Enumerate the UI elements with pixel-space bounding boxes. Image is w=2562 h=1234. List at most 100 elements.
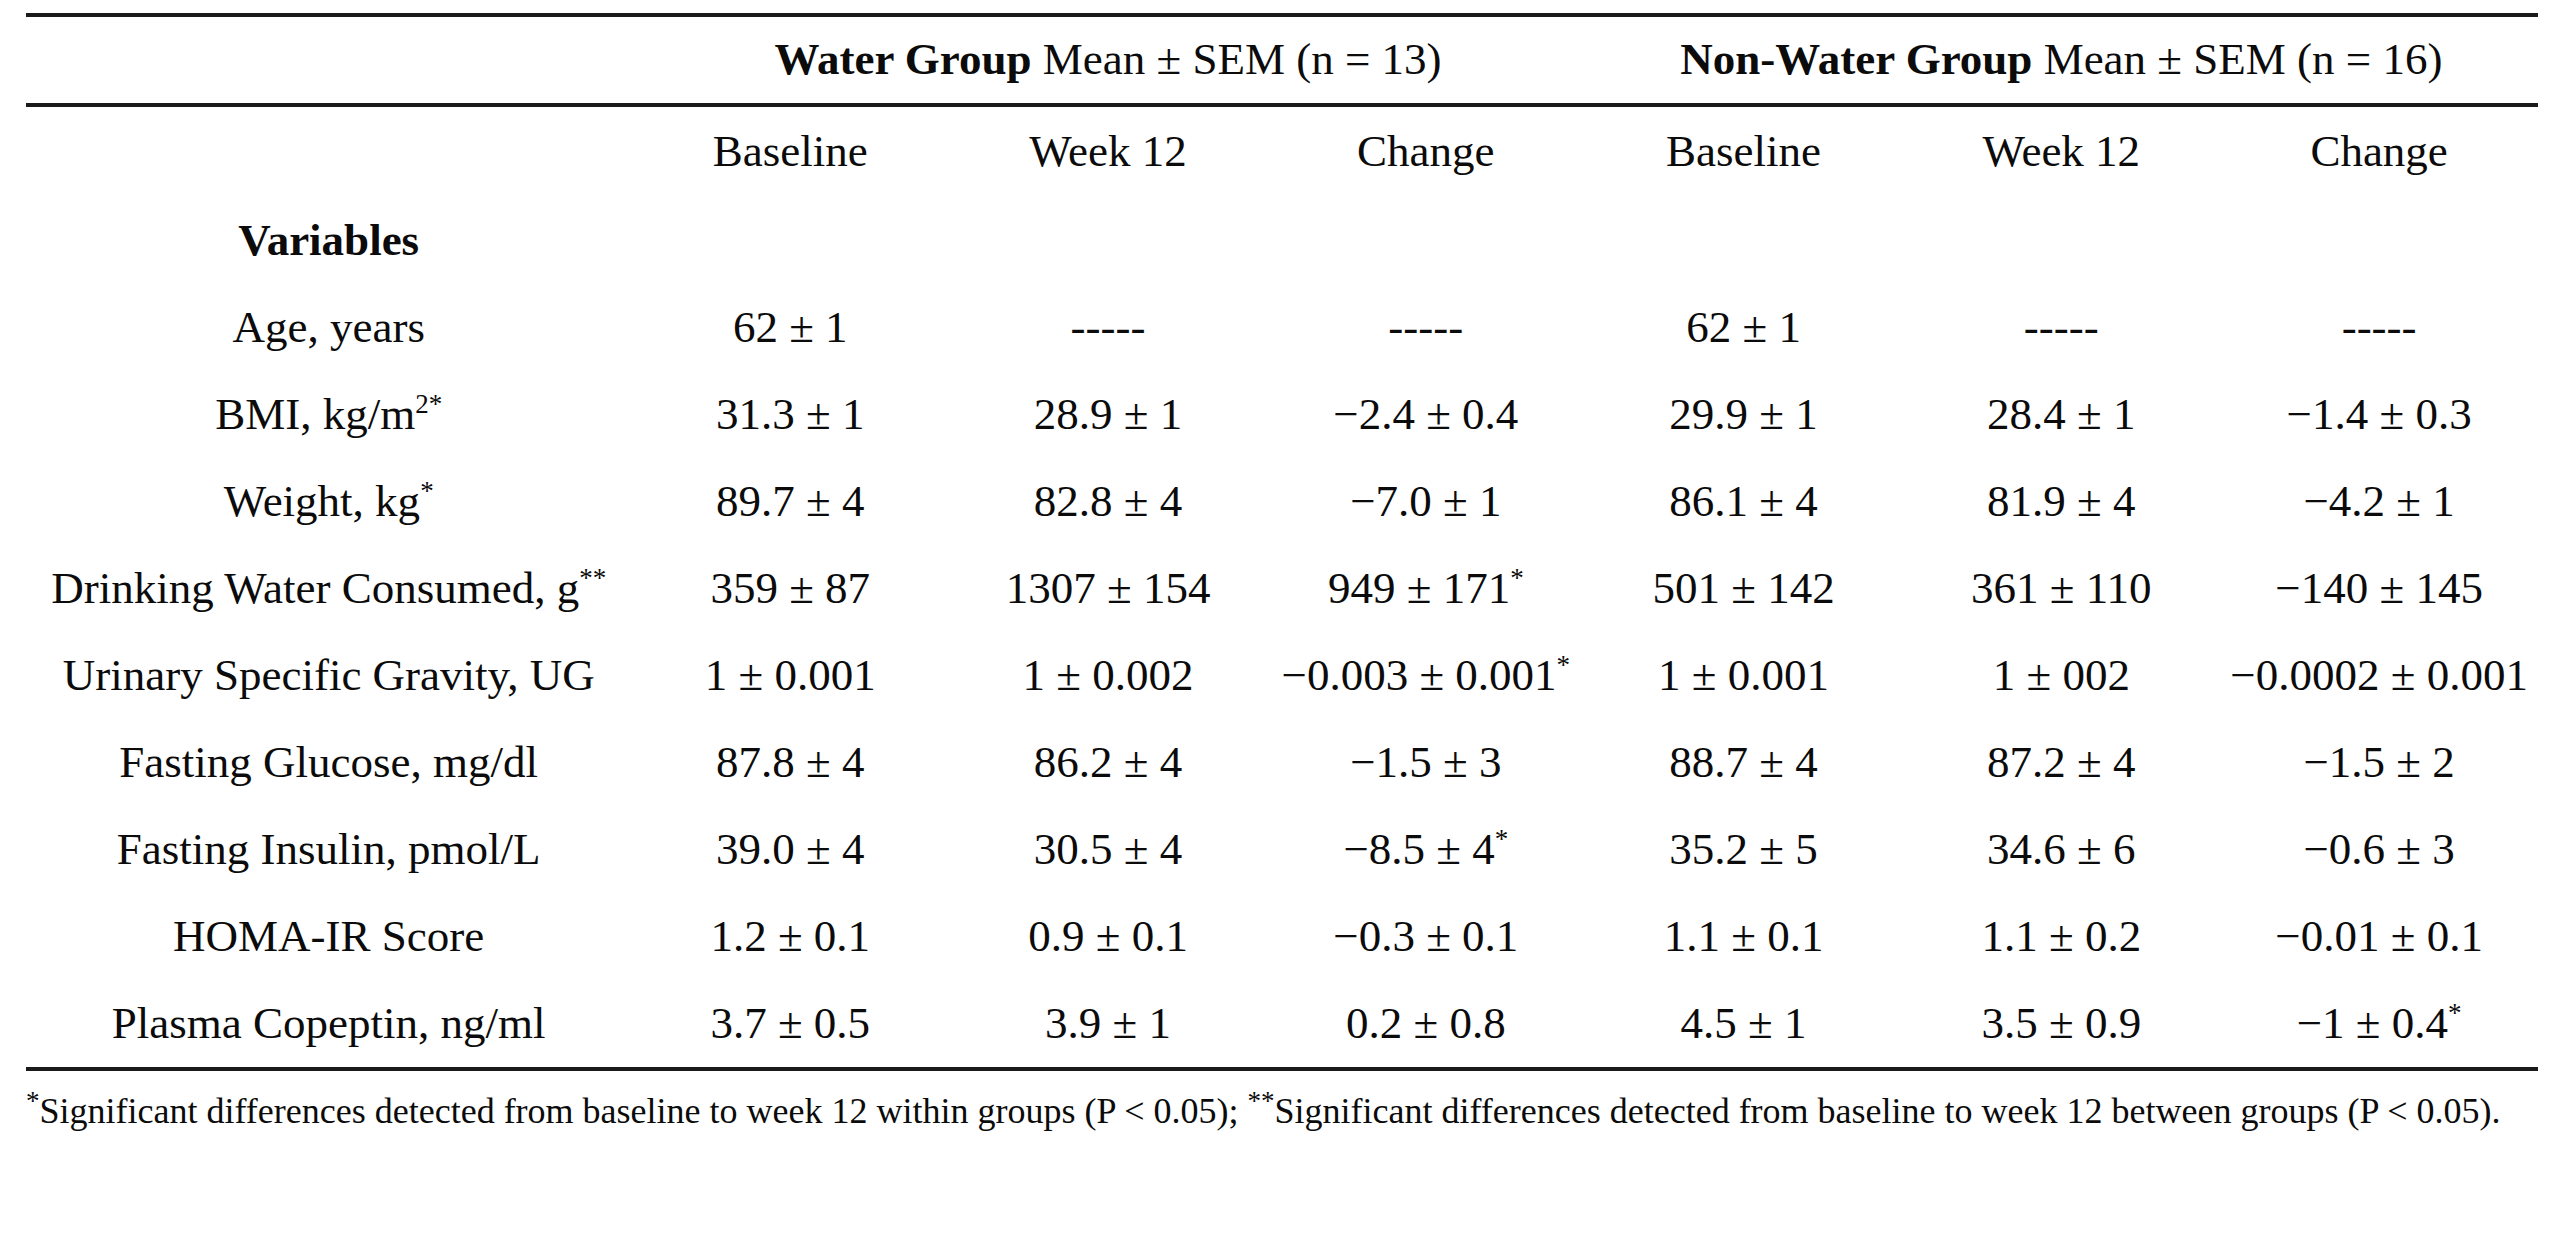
footnote-within-groups-text: Significant differences detected from ba…	[40, 1091, 1248, 1131]
value-cell: 361 ± 110	[1902, 545, 2220, 632]
value-cell: −4.2 ± 1	[2220, 458, 2538, 545]
value-cell: −0.0002 ± 0.001	[2220, 632, 2538, 719]
value-cell: 949 ± 171*	[1267, 545, 1585, 632]
column-header-baseline-2: Baseline	[1585, 105, 1903, 197]
column-header-change-1: Change	[1267, 105, 1585, 197]
results-table: Water Group Mean ± SEM (n = 13) Non-Wate…	[26, 13, 2538, 1071]
value-cell: -----	[1267, 284, 1585, 371]
water-group-header: Water Group Mean ± SEM (n = 13)	[631, 15, 1584, 105]
value-cell: 82.8 ± 4	[949, 458, 1267, 545]
value-cell: 501 ± 142	[1585, 545, 1903, 632]
value-cell: 4.5 ± 1	[1585, 980, 1903, 1069]
table-row: Age, years62 ± 1----------62 ± 1--------…	[26, 284, 2538, 371]
group-header-row: Water Group Mean ± SEM (n = 13) Non-Wate…	[26, 15, 2538, 105]
table-row: HOMA-IR Score1.2 ± 0.10.9 ± 0.1−0.3 ± 0.…	[26, 893, 2538, 980]
row-label: BMI, kg/m2*	[26, 371, 631, 458]
value-cell: 0.9 ± 0.1	[949, 893, 1267, 980]
significance-marker: *	[2448, 998, 2462, 1028]
value-cell: −140 ± 145	[2220, 545, 2538, 632]
significance-marker: *	[420, 476, 434, 506]
value-cell: 34.6 ± 6	[1902, 806, 2220, 893]
value-cell: -----	[1902, 284, 2220, 371]
significance-marker: *	[1510, 563, 1524, 593]
column-header-week12-2: Week 12	[1902, 105, 2220, 197]
value-cell: 28.9 ± 1	[949, 371, 1267, 458]
value-cell: −1.5 ± 2	[2220, 719, 2538, 806]
value-cell	[631, 197, 949, 284]
significance-marker: *	[1557, 650, 1571, 680]
table-body: VariablesAge, years62 ± 1----------62 ± …	[26, 197, 2538, 1069]
group-header-spacer	[26, 15, 631, 105]
value-cell: −2.4 ± 0.4	[1267, 371, 1585, 458]
value-cell: 0.2 ± 0.8	[1267, 980, 1585, 1069]
value-cell: 359 ± 87	[631, 545, 949, 632]
row-label: Fasting Insulin, pmol/L	[26, 806, 631, 893]
non-water-group-subtitle: Mean ± SEM (n = 16)	[2032, 34, 2442, 84]
value-cell: −0.01 ± 0.1	[2220, 893, 2538, 980]
row-label: HOMA-IR Score	[26, 893, 631, 980]
value-cell	[1902, 197, 2220, 284]
value-cell: 29.9 ± 1	[1585, 371, 1903, 458]
value-cell: −1 ± 0.4*	[2220, 980, 2538, 1069]
paper-table-page: Water Group Mean ± SEM (n = 13) Non-Wate…	[0, 0, 2562, 1234]
row-label: Drinking Water Consumed, g**	[26, 545, 631, 632]
value-cell: 3.7 ± 0.5	[631, 980, 949, 1069]
value-cell: 1 ± 0.001	[631, 632, 949, 719]
value-cell: 31.3 ± 1	[631, 371, 949, 458]
value-cell: 1 ± 0.001	[1585, 632, 1903, 719]
value-cell: 39.0 ± 4	[631, 806, 949, 893]
value-cell: −0.6 ± 3	[2220, 806, 2538, 893]
footnote-asterisk-single: *	[26, 1086, 40, 1116]
column-header-week12-1: Week 12	[949, 105, 1267, 197]
value-cell: 35.2 ± 5	[1585, 806, 1903, 893]
value-cell	[2220, 197, 2538, 284]
row-label: Urinary Specific Gravity, UG	[26, 632, 631, 719]
row-label: Plasma Copeptin, ng/ml	[26, 980, 631, 1069]
value-cell: -----	[949, 284, 1267, 371]
table-row: Urinary Specific Gravity, UG1 ± 0.0011 ±…	[26, 632, 2538, 719]
table-row: Fasting Glucose, mg/dl87.8 ± 486.2 ± 4−1…	[26, 719, 2538, 806]
value-cell: 1 ± 0.002	[949, 632, 1267, 719]
value-cell: −0.3 ± 0.1	[1267, 893, 1585, 980]
table-row: Plasma Copeptin, ng/ml3.7 ± 0.53.9 ± 10.…	[26, 980, 2538, 1069]
row-label: Fasting Glucose, mg/dl	[26, 719, 631, 806]
column-header-spacer	[26, 105, 631, 197]
table-row: Fasting Insulin, pmol/L39.0 ± 430.5 ± 4−…	[26, 806, 2538, 893]
value-cell: 1.1 ± 0.2	[1902, 893, 2220, 980]
value-cell: 86.2 ± 4	[949, 719, 1267, 806]
value-cell: 89.7 ± 4	[631, 458, 949, 545]
value-cell: 1.2 ± 0.1	[631, 893, 949, 980]
value-cell	[949, 197, 1267, 284]
row-label: Variables	[26, 197, 631, 284]
value-cell: −8.5 ± 4*	[1267, 806, 1585, 893]
value-cell: −7.0 ± 1	[1267, 458, 1585, 545]
value-cell: 30.5 ± 4	[949, 806, 1267, 893]
value-cell: −0.003 ± 0.001*	[1267, 632, 1585, 719]
value-cell: 62 ± 1	[1585, 284, 1903, 371]
table-footnote: *Significant differences detected from b…	[26, 1085, 2538, 1137]
value-cell: 87.2 ± 4	[1902, 719, 2220, 806]
value-cell: −1.4 ± 0.3	[2220, 371, 2538, 458]
non-water-group-header: Non-Water Group Mean ± SEM (n = 16)	[1585, 15, 2538, 105]
value-cell: 1.1 ± 0.1	[1585, 893, 1903, 980]
value-cell	[1585, 197, 1903, 284]
significance-marker: *	[1495, 824, 1509, 854]
value-cell: 87.8 ± 4	[631, 719, 949, 806]
value-cell: 88.7 ± 4	[1585, 719, 1903, 806]
row-label: Weight, kg*	[26, 458, 631, 545]
value-cell: 1307 ± 154	[949, 545, 1267, 632]
value-cell	[1267, 197, 1585, 284]
footnote-asterisk-double: **	[1248, 1086, 1275, 1116]
significance-marker: **	[579, 563, 606, 593]
table-row: Drinking Water Consumed, g**359 ± 871307…	[26, 545, 2538, 632]
value-cell: 86.1 ± 4	[1585, 458, 1903, 545]
value-cell: 1 ± 002	[1902, 632, 2220, 719]
column-header-baseline-1: Baseline	[631, 105, 949, 197]
value-cell: -----	[2220, 284, 2538, 371]
significance-marker: 2*	[415, 389, 442, 419]
value-cell: −1.5 ± 3	[1267, 719, 1585, 806]
row-label: Age, years	[26, 284, 631, 371]
water-group-title: Water Group	[774, 34, 1031, 84]
table-row: Variables	[26, 197, 2538, 284]
water-group-subtitle: Mean ± SEM (n = 13)	[1032, 34, 1442, 84]
